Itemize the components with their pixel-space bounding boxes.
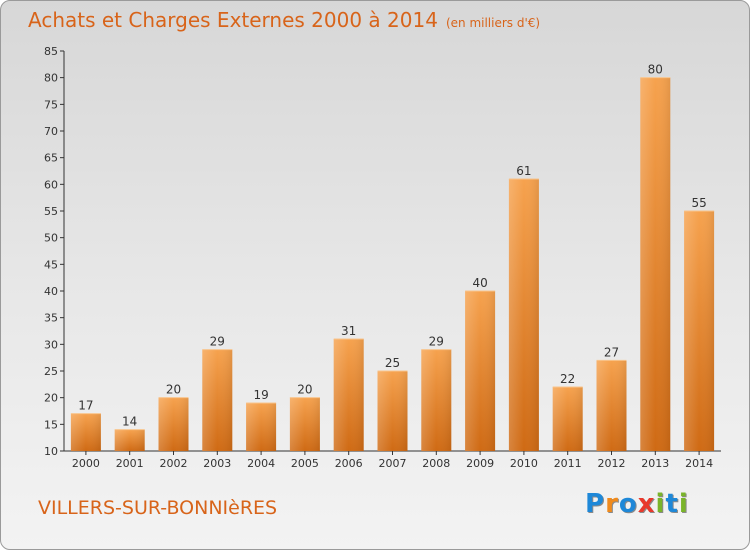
bar-shade-2012 (596, 360, 627, 451)
data-label-2007: 25 (385, 356, 400, 370)
y-tick-label: 25 (44, 365, 58, 378)
x-tick-label-2004: 2004 (247, 457, 275, 470)
data-label-2013: 80 (648, 63, 663, 77)
y-tick-label: 75 (44, 98, 58, 111)
x-tick-label-2000: 2000 (72, 457, 100, 470)
bar-shade-2010 (508, 179, 539, 451)
data-label-2014: 55 (691, 196, 706, 210)
x-tick-label-2007: 2007 (379, 457, 407, 470)
x-tick-label-2003: 2003 (203, 457, 231, 470)
y-tick-label: 65 (44, 152, 58, 165)
y-tick-label: 50 (44, 232, 58, 245)
bar-shade-2014 (684, 211, 715, 451)
data-label-2002: 20 (166, 383, 181, 397)
data-label-2004: 19 (253, 388, 268, 402)
x-tick-label-2006: 2006 (335, 457, 363, 470)
y-tick-label: 35 (44, 312, 58, 325)
x-tick-label-2008: 2008 (422, 457, 450, 470)
x-tick-label-2011: 2011 (554, 457, 582, 470)
commune-name: VILLERS-SUR-BONNIèRES (38, 497, 278, 519)
data-label-2003: 29 (210, 335, 225, 349)
data-label-2006: 31 (341, 324, 356, 338)
bar-shade-2004 (246, 403, 277, 451)
y-tick-label: 10 (44, 445, 58, 458)
y-tick-label: 80 (44, 72, 58, 85)
data-label-2008: 29 (429, 335, 444, 349)
x-tick-label-2010: 2010 (510, 457, 538, 470)
y-tick-label: 85 (44, 45, 58, 58)
y-tick-label: 70 (44, 125, 58, 138)
chart-unit: (en milliers d'€) (445, 16, 541, 30)
bar-shade-2011 (552, 387, 583, 451)
bar-shade-2005 (289, 397, 320, 451)
proxiti-logo[interactable]: Proxiti (585, 489, 689, 519)
data-label-2011: 22 (560, 372, 575, 386)
x-tick-label-2001: 2001 (116, 457, 144, 470)
y-tick-label: 30 (44, 338, 58, 351)
bar-shade-2001 (114, 429, 145, 451)
data-label-2010: 61 (516, 164, 531, 178)
chart-title: Achats et Charges Externes 2000 à 2014 (28, 8, 438, 32)
x-tick-label-2002: 2002 (160, 457, 188, 470)
x-tick-label-2005: 2005 (291, 457, 319, 470)
x-tick-label-2014: 2014 (685, 457, 713, 470)
x-tick-label-2013: 2013 (641, 457, 669, 470)
y-tick-label: 60 (44, 178, 58, 191)
data-label-2012: 27 (604, 345, 619, 359)
y-tick-label: 45 (44, 258, 58, 271)
y-tick-label: 40 (44, 285, 58, 298)
logo-letter: P (585, 489, 606, 519)
logo-letter: t (665, 489, 679, 519)
y-tick-label: 55 (44, 205, 58, 218)
bar-shade-2003 (202, 349, 233, 451)
y-tick-label: 15 (44, 418, 58, 431)
bar-shade-2008 (421, 349, 452, 451)
bar-shade-2002 (158, 397, 189, 451)
x-tick-label-2012: 2012 (598, 457, 626, 470)
x-tick-label-2009: 2009 (466, 457, 494, 470)
logo-letter: r (605, 489, 619, 519)
logo-letter: o (618, 489, 638, 519)
bar-shade-2006 (333, 339, 364, 451)
logo-letter: x (637, 489, 656, 519)
bar-shade-2009 (465, 291, 496, 451)
logo-letter: i (678, 489, 689, 519)
data-label-2009: 40 (472, 276, 487, 290)
bar-shade-2013 (640, 77, 671, 452)
data-label-2001: 14 (122, 415, 137, 429)
y-tick-label: 20 (44, 392, 58, 405)
logo-letter: i (655, 489, 666, 519)
chart-title-block: Achats et Charges Externes 2000 à 2014 (e… (28, 8, 540, 32)
bar-shade-2007 (377, 371, 408, 451)
data-label-2005: 20 (297, 383, 312, 397)
data-label-2000: 17 (78, 399, 93, 413)
bar-shade-2000 (70, 413, 101, 451)
